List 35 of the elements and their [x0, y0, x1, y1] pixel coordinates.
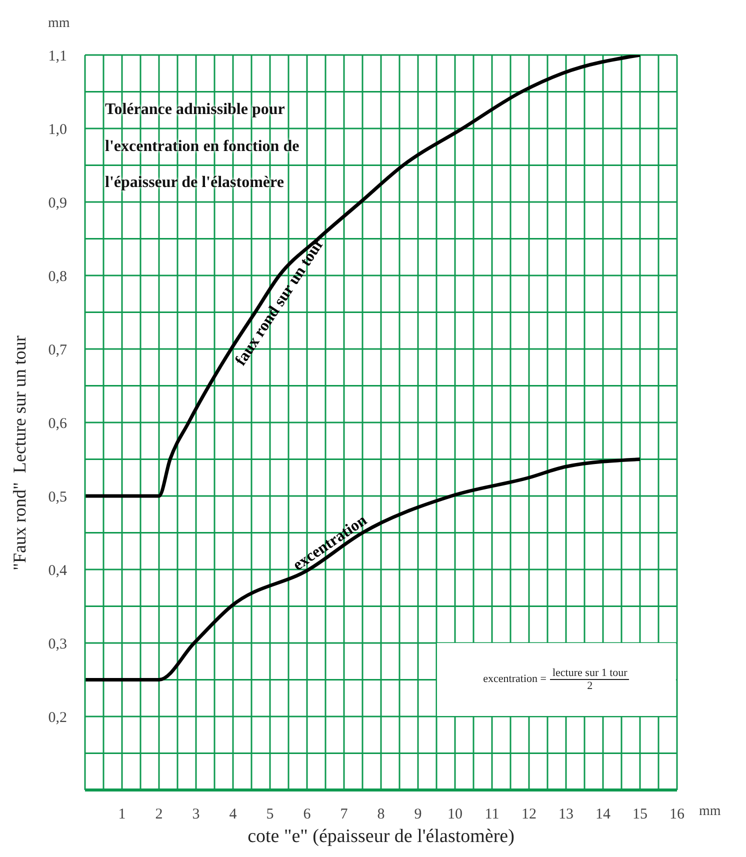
x-tick-label: 15 — [632, 806, 648, 823]
x-tick-label: 9 — [414, 806, 422, 823]
y-axis-title: "Faux rond" Lecture sur un tour — [10, 335, 30, 570]
text: mm — [699, 804, 721, 820]
y-tick-label: 1,0 — [48, 122, 67, 138]
x-tick-label: 5 — [266, 806, 274, 823]
y-tick-label: 0,6 — [48, 416, 68, 432]
y-tick-label: 0,8 — [48, 268, 67, 285]
y-tick-label: 0,4 — [48, 562, 68, 579]
x-tick-label: 16 — [670, 806, 685, 823]
x-tick-label: 13 — [558, 806, 574, 823]
x-tick-label: 11 — [484, 806, 500, 823]
x-tick-label: 6 — [303, 806, 312, 823]
y-tick-label: 0,7 — [48, 342, 68, 358]
y-tick-label: 0,3 — [48, 636, 67, 652]
x-tick-label: 2 — [155, 806, 163, 823]
line-series — [85, 458, 642, 682]
x-tick-label: 8 — [377, 806, 385, 823]
x-tick-label: 1 — [118, 806, 126, 823]
x-axis-title: cote "e" (épaisseur de l'élastomère) — [246, 826, 516, 848]
x-tick-label: 4 — [229, 806, 238, 823]
y-tick-label: 0,2 — [48, 710, 67, 726]
text: mm — [48, 16, 70, 32]
annotation: excentration = — [483, 673, 546, 686]
x-tick-label: 3 — [192, 806, 200, 823]
x-tick-label: 14 — [596, 806, 611, 823]
line-series — [85, 55, 642, 498]
y-tick-label: 1,1 — [48, 48, 67, 64]
annotation: lecture sur 1 tour — [550, 666, 630, 680]
annotation: 2 — [587, 680, 593, 692]
y-tick-label: 0,9 — [48, 195, 67, 212]
x-tick-label: 10 — [448, 806, 462, 823]
y-tick-label: 0,5 — [48, 489, 67, 506]
x-tick-label: 12 — [522, 806, 536, 823]
x-tick-label: 7 — [340, 806, 348, 823]
